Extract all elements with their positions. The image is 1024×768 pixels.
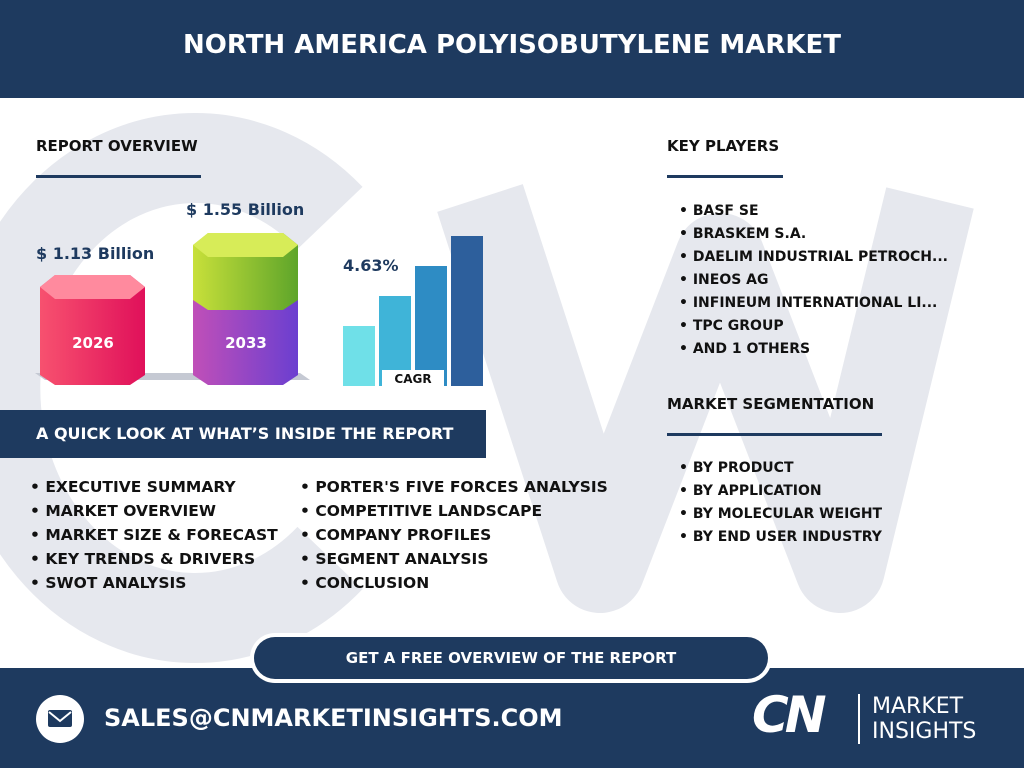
list-item: BRASKEM S.A. bbox=[679, 223, 948, 246]
list-item: EXECUTIVE SUMMARY bbox=[30, 475, 278, 499]
list-item: MARKET OVERVIEW bbox=[30, 499, 278, 523]
list-item: CONCLUSION bbox=[300, 571, 608, 595]
cta-label[interactable]: GET A FREE OVERVIEW OF THE REPORT bbox=[254, 637, 768, 679]
list-item: BY END USER INDUSTRY bbox=[679, 526, 882, 549]
quick-look-heading: A QUICK LOOK AT WHAT’S INSIDE THE REPORT bbox=[0, 410, 486, 458]
list-item: BY PRODUCT bbox=[679, 457, 882, 480]
logo-text: MARKET INSIGHTS bbox=[872, 694, 976, 744]
bar-decor bbox=[343, 326, 375, 386]
list-item: PORTER'S FIVE FORCES ANALYSIS bbox=[300, 475, 607, 499]
rule bbox=[667, 175, 783, 178]
list-item: MARKET SIZE & FORECAST bbox=[30, 523, 277, 547]
footer bbox=[0, 668, 1024, 768]
list-item: BASF SE bbox=[679, 200, 948, 223]
rule bbox=[36, 175, 201, 178]
bar-decor bbox=[415, 266, 447, 386]
section-heading: MARKET SEGMENTATION bbox=[667, 395, 875, 413]
value-label: $ 1.13 Billion bbox=[36, 244, 155, 263]
list-item: BY APPLICATION bbox=[679, 480, 882, 503]
bar-decor bbox=[451, 236, 483, 386]
prism bbox=[40, 275, 145, 385]
value-label: $ 1.55 Billion bbox=[186, 200, 305, 219]
rule bbox=[667, 433, 882, 436]
cta-button[interactable]: GET A FREE OVERVIEW OF THE REPORT bbox=[250, 633, 772, 683]
watermark-c bbox=[0, 113, 363, 663]
contents-list: EXECUTIVE SUMMARYMARKET OVERVIEWMARKET S… bbox=[30, 475, 278, 595]
email[interactable]: SALES@CNMARKETINSIGHTS.COM bbox=[104, 704, 563, 732]
list-item: DAELIM INDUSTRIAL PETROCH... bbox=[679, 246, 948, 269]
prism bbox=[193, 290, 298, 385]
list-item: COMPETITIVE LANDSCAPE bbox=[300, 499, 608, 523]
year-label: 2033 bbox=[225, 334, 267, 352]
list-item: INFINEUM INTERNATIONAL LI... bbox=[679, 292, 948, 315]
cagr-box bbox=[382, 370, 444, 388]
contents-list: PORTER'S FIVE FORCES ANALYSISCOMPETITIVE… bbox=[300, 475, 608, 595]
logo-line: INSIGHTS bbox=[872, 719, 977, 744]
segmentation: BY PRODUCTBY APPLICATIONBY MOLECULAR WEI… bbox=[679, 457, 882, 549]
mail-icon bbox=[36, 695, 84, 743]
key-players: BASF SEBRASKEM S.A.DAELIM INDUSTRIAL PET… bbox=[679, 200, 948, 361]
year-label: 2026 bbox=[72, 334, 114, 352]
list-item: TPC GROUP bbox=[679, 315, 948, 338]
prism-top bbox=[193, 233, 298, 257]
logo-divider bbox=[858, 694, 860, 744]
list-item: SEGMENT ANALYSIS bbox=[300, 547, 608, 571]
cagr-value: 4.63% bbox=[343, 256, 399, 275]
list-item: AND 1 OTHERS bbox=[679, 338, 948, 361]
title: NORTH AMERICA POLYISOBUTYLENE MARKET bbox=[182, 30, 842, 60]
list-item: SWOT ANALYSIS bbox=[30, 571, 278, 595]
overview-graphic bbox=[35, 233, 483, 388]
logo-mark: CN bbox=[752, 686, 827, 744]
list-item: COMPANY PROFILES bbox=[300, 523, 608, 547]
list-item: BY MOLECULAR WEIGHT bbox=[679, 503, 882, 526]
logo-line: MARKET bbox=[872, 694, 964, 719]
section-heading: REPORT OVERVIEW bbox=[36, 137, 198, 155]
list-item: INEOS AG bbox=[679, 269, 948, 292]
cagr-label: CAGR bbox=[394, 372, 432, 386]
prism-top bbox=[40, 275, 145, 299]
header: NORTH AMERICA POLYISOBUTYLENE MARKET bbox=[0, 0, 1024, 98]
section-heading: KEY PLAYERS bbox=[667, 137, 780, 155]
list-item: KEY TRENDS & DRIVERS bbox=[30, 547, 278, 571]
